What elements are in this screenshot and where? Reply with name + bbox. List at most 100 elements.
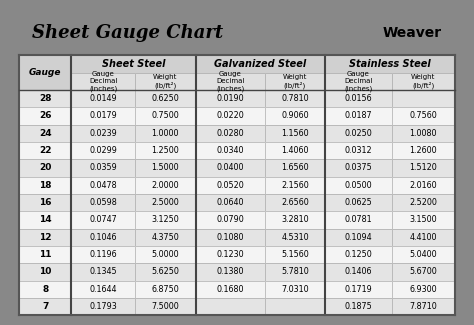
Text: 0.0312: 0.0312 bbox=[345, 146, 372, 155]
Text: 8: 8 bbox=[42, 285, 48, 294]
Text: 2.5000: 2.5000 bbox=[151, 198, 179, 207]
Text: Sheet Gauge Chart: Sheet Gauge Chart bbox=[32, 24, 223, 42]
Text: 0.1380: 0.1380 bbox=[216, 267, 244, 277]
Text: 18: 18 bbox=[39, 181, 52, 190]
Text: 1.5000: 1.5000 bbox=[151, 163, 179, 173]
Text: 4.4100: 4.4100 bbox=[410, 233, 437, 242]
Bar bbox=[392, 280, 455, 298]
Bar bbox=[392, 176, 455, 194]
Text: 0.1793: 0.1793 bbox=[89, 302, 117, 311]
Bar bbox=[325, 194, 392, 211]
Bar bbox=[19, 55, 72, 90]
Text: 1.0000: 1.0000 bbox=[152, 129, 179, 138]
Text: 0.1680: 0.1680 bbox=[216, 285, 244, 294]
Bar bbox=[19, 176, 72, 194]
Bar bbox=[196, 298, 264, 315]
Bar bbox=[392, 142, 455, 159]
Bar bbox=[264, 228, 325, 246]
Text: 0.1094: 0.1094 bbox=[345, 233, 372, 242]
Bar bbox=[19, 142, 72, 159]
Bar bbox=[392, 298, 455, 315]
Bar bbox=[392, 211, 455, 228]
Text: 2.5200: 2.5200 bbox=[410, 198, 437, 207]
Text: 0.0375: 0.0375 bbox=[345, 163, 372, 173]
Bar bbox=[196, 263, 264, 280]
Bar bbox=[264, 194, 325, 211]
Text: 0.0179: 0.0179 bbox=[89, 111, 117, 121]
Bar bbox=[19, 124, 72, 142]
Text: Weight
(lb/ft²): Weight (lb/ft²) bbox=[411, 74, 436, 89]
Bar bbox=[264, 124, 325, 142]
Bar bbox=[135, 176, 196, 194]
Bar bbox=[264, 107, 325, 124]
Bar bbox=[392, 280, 455, 298]
Bar bbox=[196, 263, 264, 280]
Text: 0.0187: 0.0187 bbox=[345, 111, 372, 121]
Text: Gauge
Decimal
(inches): Gauge Decimal (inches) bbox=[344, 71, 373, 92]
Bar bbox=[72, 228, 135, 246]
Text: 0.0598: 0.0598 bbox=[89, 198, 117, 207]
Bar bbox=[135, 194, 196, 211]
Bar bbox=[72, 142, 135, 159]
Bar bbox=[196, 90, 264, 107]
Bar bbox=[325, 246, 392, 263]
Bar bbox=[19, 263, 72, 280]
Bar bbox=[264, 159, 325, 176]
Text: 0.1345: 0.1345 bbox=[89, 267, 117, 277]
Bar bbox=[264, 280, 325, 298]
Bar bbox=[72, 107, 135, 124]
Bar bbox=[392, 228, 455, 246]
Bar bbox=[325, 176, 392, 194]
Bar bbox=[264, 211, 325, 228]
Bar bbox=[325, 194, 392, 211]
Text: 7: 7 bbox=[42, 302, 48, 311]
Bar bbox=[72, 90, 135, 107]
Bar bbox=[19, 107, 72, 124]
Bar bbox=[19, 159, 72, 176]
Bar bbox=[196, 142, 264, 159]
Bar bbox=[72, 55, 196, 72]
Bar bbox=[392, 107, 455, 124]
Bar bbox=[392, 228, 455, 246]
Bar bbox=[264, 142, 325, 159]
Bar bbox=[135, 263, 196, 280]
Bar bbox=[264, 72, 325, 90]
Bar bbox=[325, 176, 392, 194]
Bar bbox=[325, 90, 392, 107]
Bar bbox=[135, 228, 196, 246]
Text: 1.4060: 1.4060 bbox=[281, 146, 309, 155]
Bar bbox=[196, 194, 264, 211]
Bar bbox=[325, 55, 455, 72]
Text: 22: 22 bbox=[39, 146, 52, 155]
Bar bbox=[196, 124, 264, 142]
Text: 0.7810: 0.7810 bbox=[281, 94, 309, 103]
Bar bbox=[392, 263, 455, 280]
Text: 2.0000: 2.0000 bbox=[151, 181, 179, 190]
Bar bbox=[19, 124, 72, 142]
Bar bbox=[135, 280, 196, 298]
Text: 26: 26 bbox=[39, 111, 52, 121]
Text: 1.2600: 1.2600 bbox=[410, 146, 437, 155]
Bar bbox=[325, 142, 392, 159]
Bar bbox=[264, 211, 325, 228]
Bar bbox=[19, 228, 72, 246]
Bar bbox=[72, 142, 135, 159]
Text: Gauge
Decimal
(inches): Gauge Decimal (inches) bbox=[89, 71, 118, 92]
Bar bbox=[19, 263, 72, 280]
Bar bbox=[264, 90, 325, 107]
Bar bbox=[196, 142, 264, 159]
Bar bbox=[325, 142, 392, 159]
Text: 6.9300: 6.9300 bbox=[410, 285, 437, 294]
Bar bbox=[392, 159, 455, 176]
Bar bbox=[196, 176, 264, 194]
Bar bbox=[392, 90, 455, 107]
Bar bbox=[264, 194, 325, 211]
Bar bbox=[392, 246, 455, 263]
Bar bbox=[19, 298, 72, 315]
Text: 11: 11 bbox=[39, 250, 52, 259]
Text: 0.7560: 0.7560 bbox=[410, 111, 437, 121]
Text: 7.8710: 7.8710 bbox=[410, 302, 437, 311]
Bar bbox=[135, 194, 196, 211]
Text: Sheet Steel: Sheet Steel bbox=[102, 59, 165, 69]
Bar bbox=[196, 194, 264, 211]
